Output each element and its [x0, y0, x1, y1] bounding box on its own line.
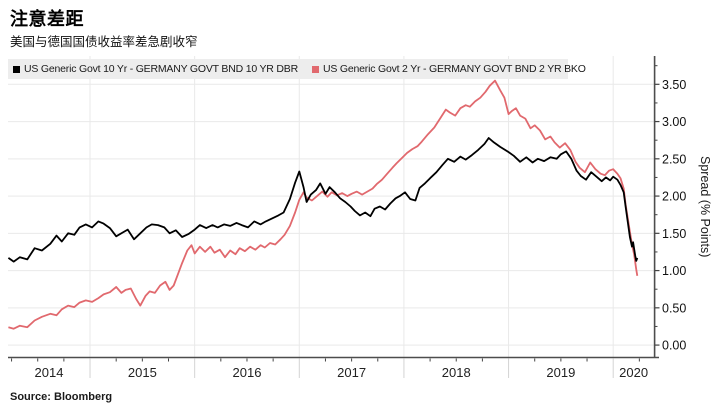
x-year-label: 2020: [619, 365, 648, 380]
x-year-label: 2017: [337, 365, 366, 380]
page-title: 注意差距: [10, 9, 84, 29]
chart-subtitle: 美国与德国国债收益率差急剧收窄: [10, 35, 198, 49]
y-tick-label: 3.50: [662, 78, 686, 92]
x-year-label: 2019: [546, 365, 575, 380]
series-10yr-line: [7, 137, 639, 263]
legend-label-10yr: US Generic Govt 10 Yr - GERMANY GOVT BND…: [24, 63, 298, 75]
y-axis-title: Spread (% Points): [698, 155, 712, 258]
x-year-label: 2018: [442, 365, 471, 380]
y-tick-label: 1.00: [662, 264, 686, 278]
legend-marker-10yr-icon: [13, 65, 20, 73]
y-tick-label: 1.50: [662, 227, 686, 241]
legend-item-10yr: US Generic Govt 10 Yr - GERMANY GOVT BND…: [13, 63, 298, 75]
y-tick-label: 2.00: [662, 190, 686, 204]
x-year-label: 2015: [128, 365, 157, 380]
x-year-label: 2016: [233, 365, 262, 380]
x-year-label: 2014: [35, 365, 64, 380]
chart-legend: US Generic Govt 10 Yr - GERMANY GOVT BND…: [8, 59, 586, 79]
y-tick-label: 0.00: [662, 339, 686, 353]
legend-item-2yr: US Generic Govt 2 Yr - GERMANY GOVT BND …: [311, 63, 586, 75]
y-tick-label: 0.50: [662, 301, 686, 315]
legend-marker-2yr-icon: [311, 65, 319, 73]
legend-label-2yr: US Generic Govt 2 Yr - GERMANY GOVT BND …: [322, 63, 586, 75]
source-credit: Source: Bloomberg: [10, 391, 113, 403]
series-2yr-line: [8, 79, 639, 330]
y-tick-label: 2.50: [662, 152, 686, 166]
y-tick-label: 3.00: [662, 115, 686, 129]
